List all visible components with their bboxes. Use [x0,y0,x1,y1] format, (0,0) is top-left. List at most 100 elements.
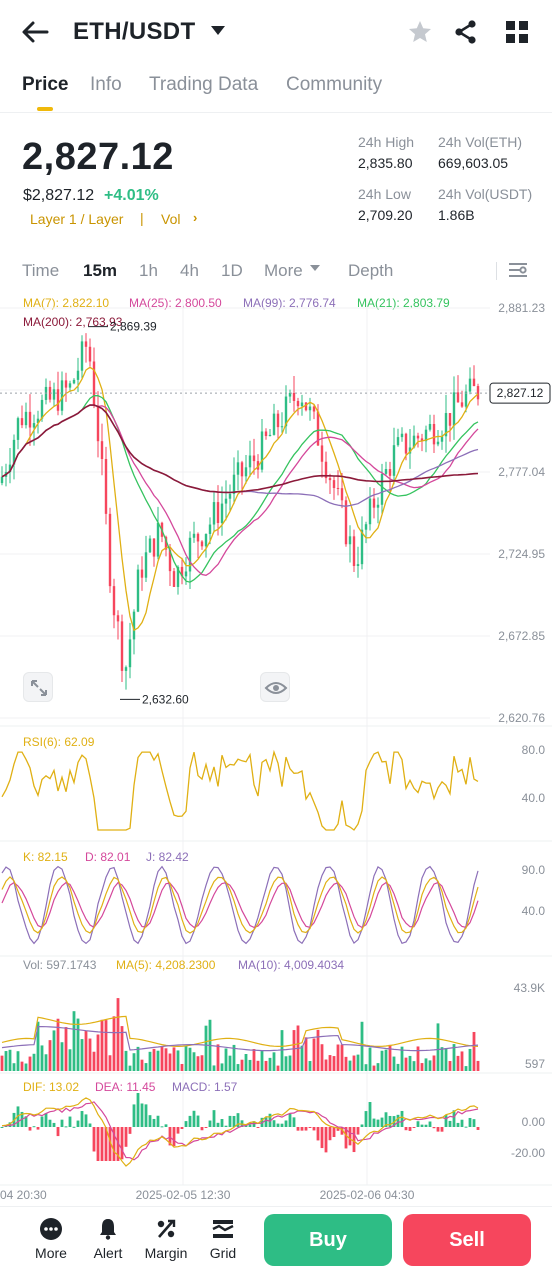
candle-body [72,379,76,384]
candle-body [108,513,112,587]
sell-button[interactable]: Sell [403,1214,531,1266]
tab-community[interactable]: Community [286,74,383,95]
volume-bar [52,1030,56,1071]
ma7-legend: MA(7): 2,822.10 [23,296,110,310]
volume-bar [392,1056,396,1071]
volume-bar [92,1051,96,1071]
macd-histogram-bar [368,1102,372,1127]
interval-depth[interactable]: Depth [348,261,394,280]
macd-histogram-bar [436,1127,440,1132]
macd-histogram-bar [40,1116,44,1127]
volume-bar [68,1049,72,1071]
bottom-grid-label: Grid [209,1245,237,1261]
macd-histogram-bar [420,1124,424,1127]
back-arrow-icon[interactable] [20,18,50,46]
macd-histogram-bar [180,1127,184,1130]
macd-histogram-bar [424,1124,428,1127]
interval-1h[interactable]: 1h [139,261,158,280]
interval-4h[interactable]: 4h [180,261,199,280]
ma200-legend: MA(200): 2,763.93 [23,315,123,329]
expand-icon [31,680,47,696]
volume-bar [280,1030,284,1071]
volume-bar [188,1047,192,1071]
volume-bar [416,1046,420,1071]
candle-body [104,458,108,514]
candle-body [120,621,124,671]
bottom-grid[interactable]: Grid [195,1217,251,1261]
volume-bar [444,1048,448,1071]
interval-time[interactable]: Time [22,261,60,280]
macd-histogram-bar [312,1127,316,1131]
pair-title[interactable]: ETH/USDT [73,18,196,45]
tab-price[interactable]: Price [22,74,69,95]
vol-tag[interactable]: Vol [161,211,181,227]
interval-15m[interactable]: 15m [83,261,118,280]
macd-histogram-bar [24,1116,28,1127]
macd-histogram-bar [288,1113,292,1127]
category-tag[interactable]: Layer 1 / Layer [30,211,124,227]
volume-bar [388,1044,392,1071]
candle-body [132,611,136,640]
chart-settings-icon[interactable] [508,261,528,279]
macd-histogram-bar [76,1120,80,1127]
candle-body [16,418,20,440]
caret-down-icon[interactable] [211,26,225,35]
more-caret-icon[interactable] [310,265,320,271]
grid-icon[interactable] [503,18,531,46]
price-chart[interactable]: RSI(6): 62.09 80.0 40.0 K: 82.15 D: 82.01 J:… [0,288,552,1206]
candle-body [344,500,348,545]
volume-bar [364,1064,368,1071]
candle-body [264,431,268,437]
candle-body [308,406,312,411]
candle-body [256,461,260,470]
candle-body [312,406,316,412]
volume-bar [304,1037,308,1071]
usd-price: $2,827.12 [23,187,95,204]
candle-body [388,469,392,476]
macd-histogram-bar [192,1110,196,1127]
candle-body [444,413,448,437]
macd-histogram-bar [8,1122,12,1127]
macd-pane: DIF: 13.02 DEA: 11.45 MACD: 1.57 0.00 -20.00 [0,1080,545,1167]
interval-more[interactable]: More [264,261,303,280]
macd-histogram-bar [328,1127,332,1141]
tab-info[interactable]: Info [90,74,122,95]
interval-divider [496,262,497,280]
macd-histogram-bar [412,1127,416,1128]
macd-histogram-bar [388,1115,392,1127]
bottom-alert[interactable]: Alert [80,1217,136,1261]
volume-bar [184,1045,188,1071]
candle-body [424,429,428,442]
tab-trading-data[interactable]: Trading Data [149,74,259,95]
candle-body [8,464,12,473]
candle-body [376,504,380,508]
volume-bar [320,1044,324,1071]
expand-chart-button[interactable] [23,672,53,702]
share-icon[interactable] [452,18,480,46]
volume-bar [84,1031,88,1071]
interval-1d[interactable]: 1D [221,261,243,280]
buy-button[interactable]: Buy [264,1214,392,1266]
volume-bar [400,1046,404,1071]
volume-bar [204,1025,208,1071]
visibility-button[interactable] [260,672,290,702]
bottom-margin[interactable]: Margin [138,1217,194,1261]
macd-histogram-bar [344,1127,348,1149]
high-value: 2,835.80 [358,155,413,171]
time-axis-label: 2025-02-05 12:30 [136,1188,231,1202]
chevron-right-icon[interactable]: › [193,210,198,225]
candle-body [156,522,160,557]
macd-histogram-bar [400,1110,404,1127]
chart-gridlines [0,300,552,1186]
macd-histogram-bar [452,1110,456,1127]
macd-histogram-bar [200,1127,204,1131]
volume-bar [448,1061,452,1071]
volume-bar [104,1020,108,1071]
candle-body [412,435,416,448]
star-icon[interactable] [406,18,434,46]
candle-body [360,529,364,565]
ma7-line [1,366,479,632]
macd-histogram-bar [120,1127,124,1160]
bottom-more[interactable]: More [23,1217,79,1261]
volume-bar [192,1052,196,1071]
